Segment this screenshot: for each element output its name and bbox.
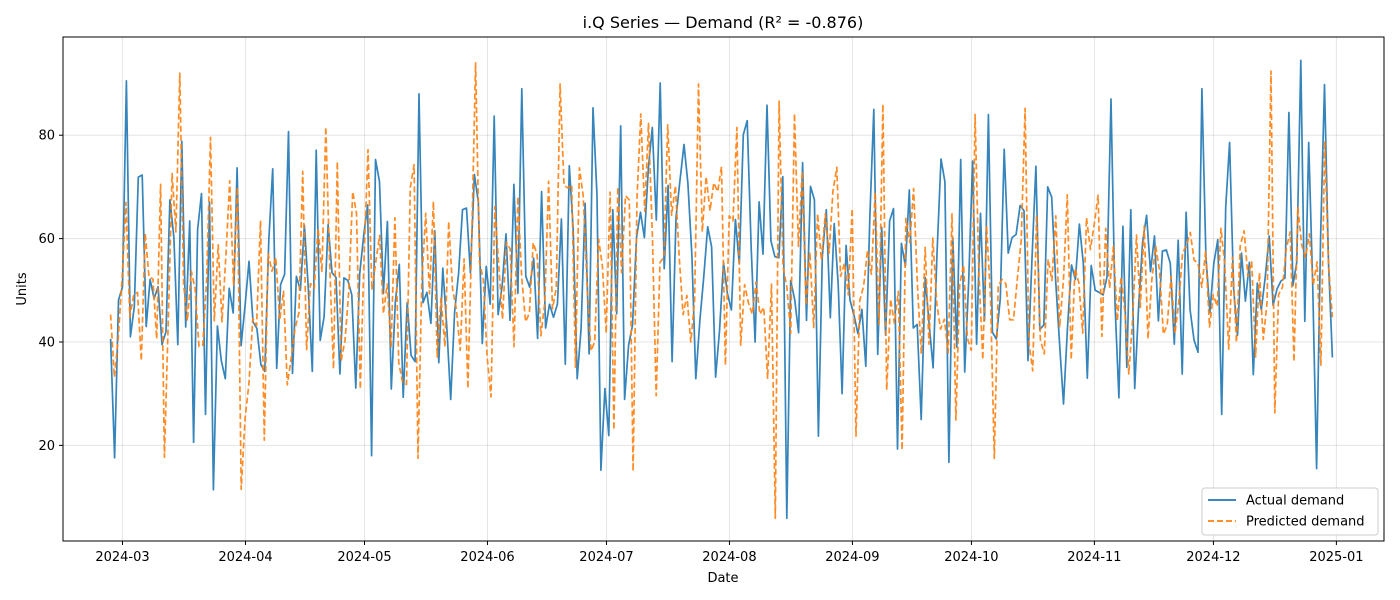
legend-box: [1201, 487, 1379, 536]
x-tick-label: 2024-04: [218, 550, 272, 565]
x-axis-label: Date: [707, 571, 738, 586]
series-layer: [109, 59, 1334, 520]
x-tick-label: 2024-10: [944, 550, 998, 565]
y-tick-label: 60: [38, 232, 55, 247]
legend: Actual demand Predicted demand: [1201, 487, 1379, 536]
y-tick-label: 20: [38, 439, 55, 454]
x-tick-label: 2024-08: [702, 550, 756, 565]
legend-label: Actual demand: [1246, 494, 1344, 509]
x-tick-label: 2024-11: [1067, 550, 1121, 565]
axis-ticks: 2024-03 2024-04 2024-05 2024-06 2024-07 2024-…: [38, 129, 1363, 565]
x-tick-label: 2024-12: [1186, 550, 1240, 565]
plot-frame: [62, 36, 1385, 542]
x-tick-label: 2024-06: [460, 550, 514, 565]
chart-title: i.Q Series — Demand (R² = -0.876): [583, 13, 864, 32]
x-tick-label: 2024-07: [579, 550, 633, 565]
y-tick-label: 80: [38, 129, 55, 144]
series-line-predicted: [109, 61, 1334, 520]
y-tick-label: 40: [38, 335, 55, 350]
y-axis-label: Units: [15, 272, 30, 305]
x-tick-label: 2024-03: [95, 550, 149, 565]
series-line-actual: [109, 59, 1334, 520]
legend-label: Predicted demand: [1246, 515, 1365, 530]
x-tick-label: 2025-01: [1309, 550, 1363, 565]
x-tick-label: 2024-09: [825, 550, 879, 565]
x-tick-label: 2024-05: [337, 550, 391, 565]
